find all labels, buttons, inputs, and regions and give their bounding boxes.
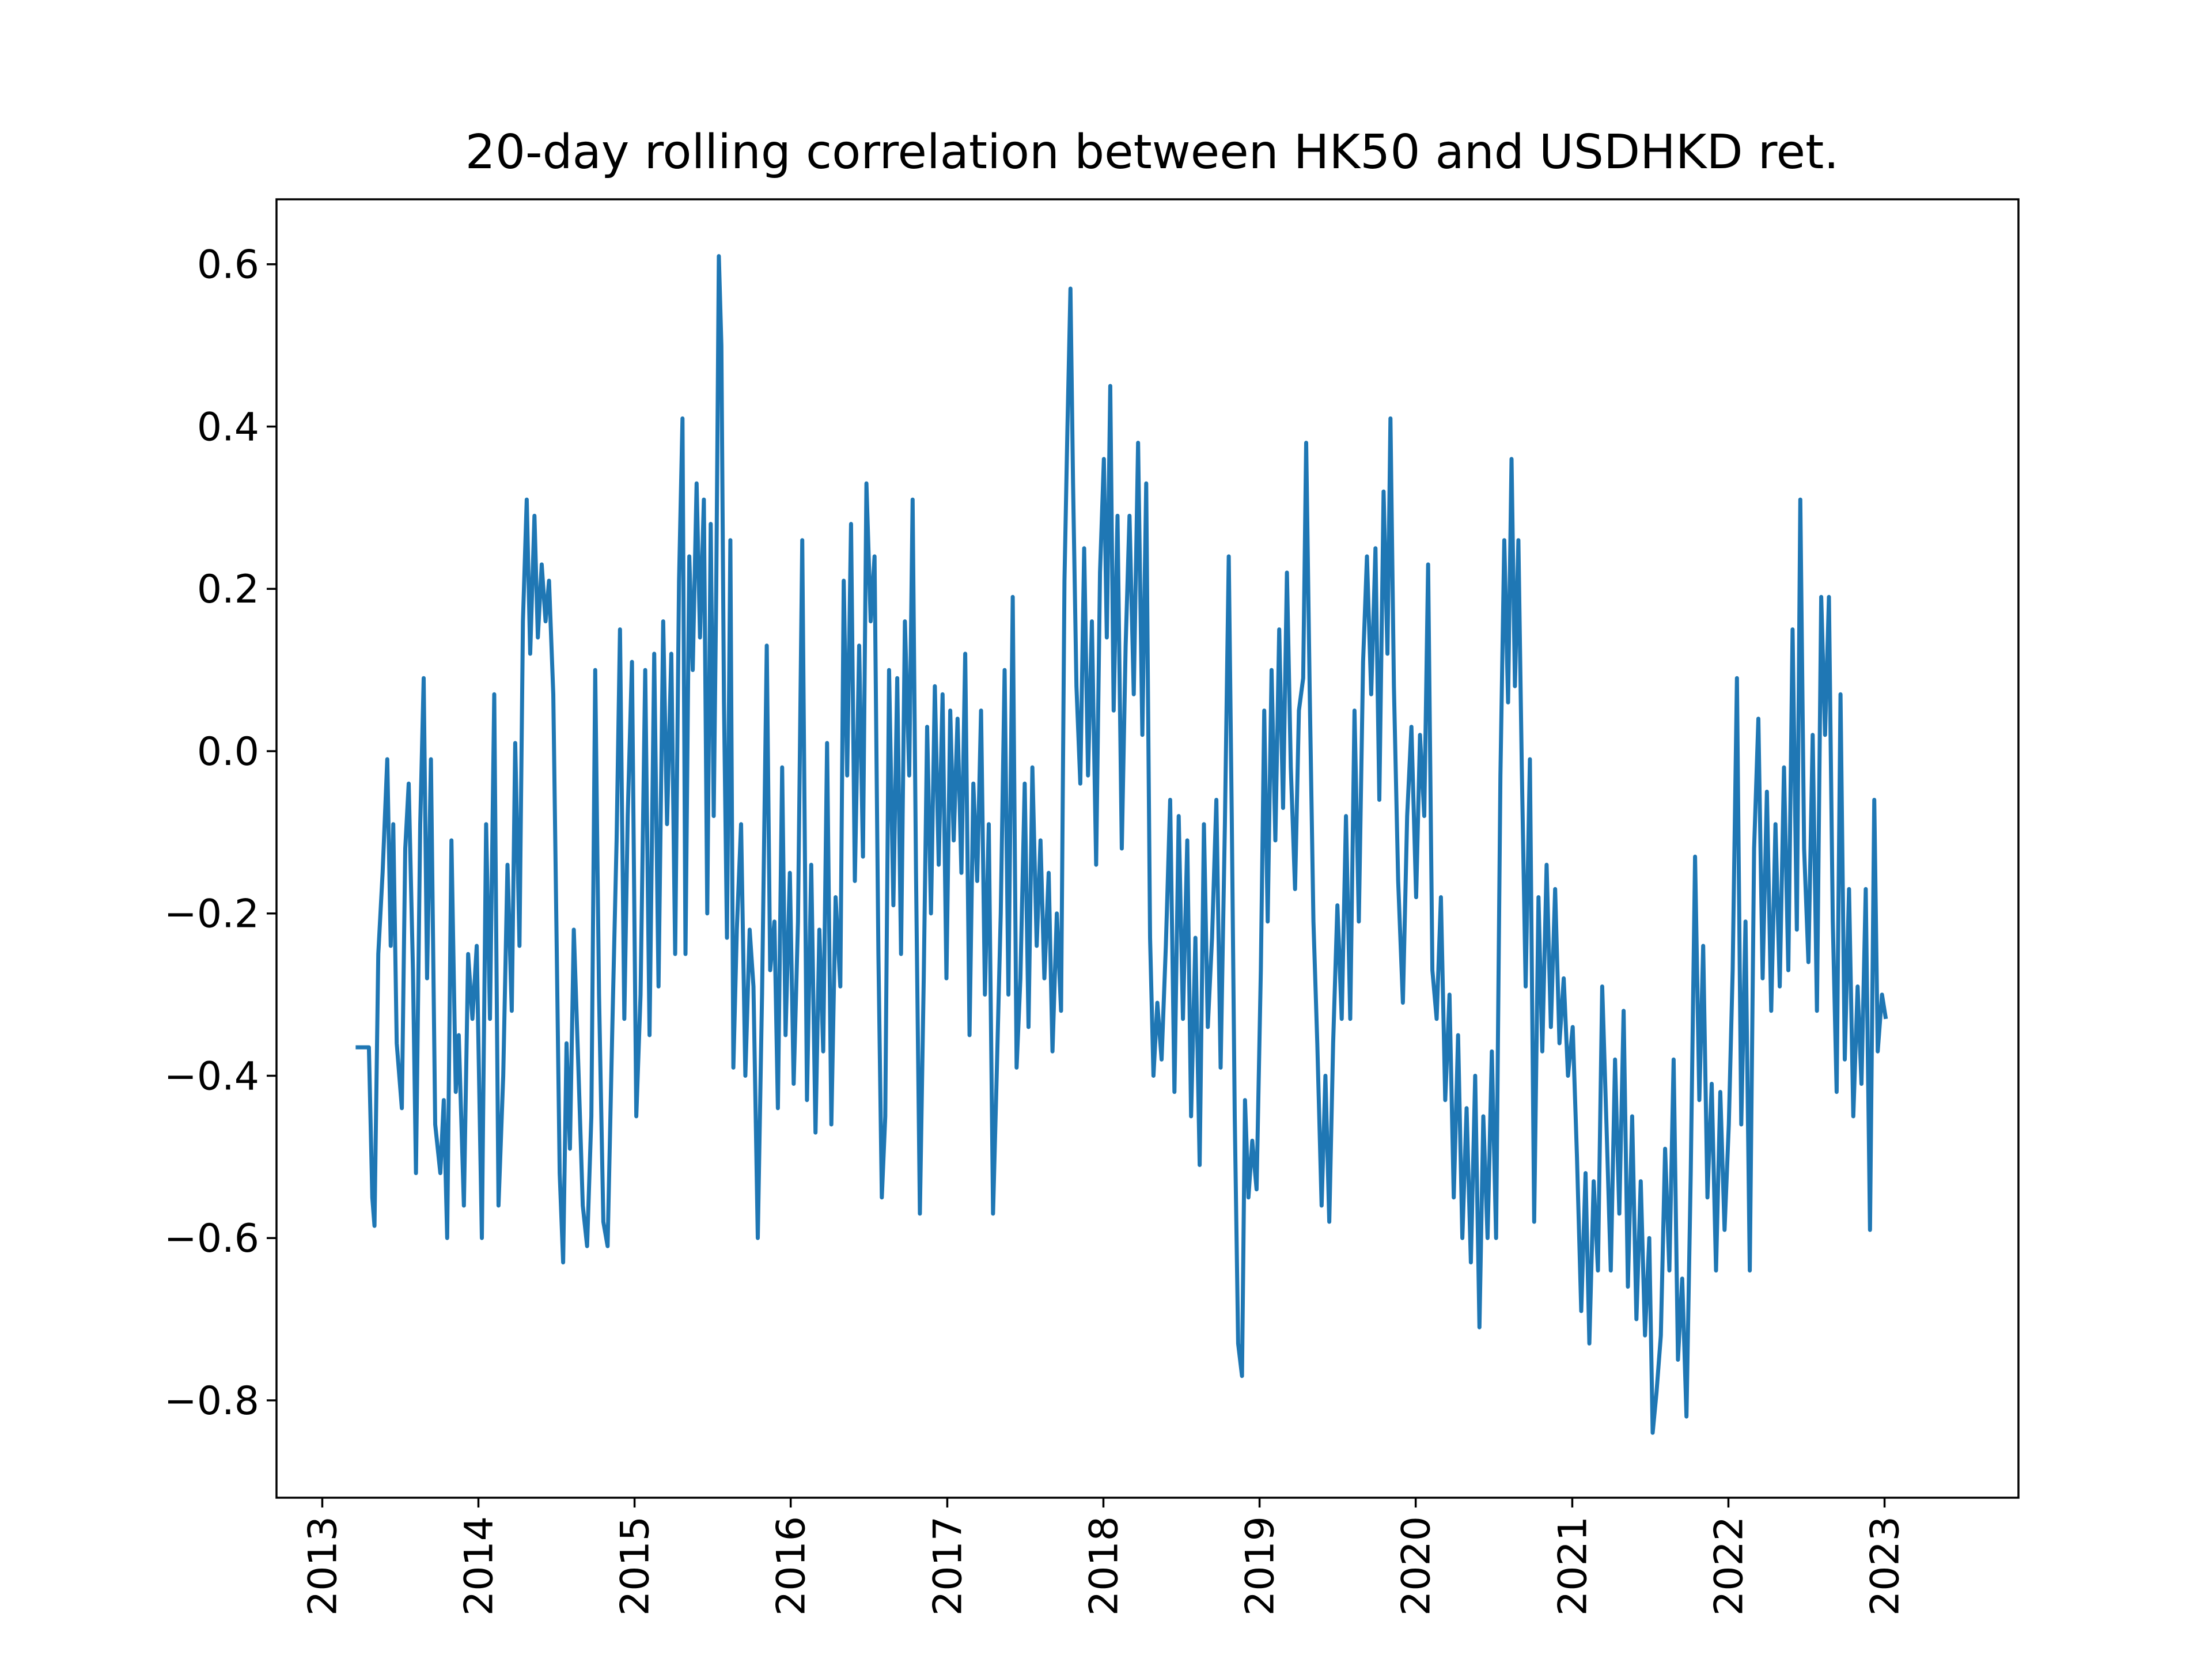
x-tick-label: 2023 (1863, 1516, 1908, 1616)
x-tick-label: 2022 (1706, 1516, 1752, 1616)
y-axis: 0.6 0.4 0.2 0.0 −0.2 −0.4 −0.6 −0.8 (164, 243, 276, 1424)
y-tick-label: 0.0 (197, 729, 259, 775)
x-axis: 2013 2014 2015 2016 2017 2018 2019 2020 2021 2022… (300, 1498, 1908, 1616)
y-tick-label: −0.4 (164, 1054, 259, 1099)
x-tick-label: 2019 (1238, 1516, 1283, 1616)
x-tick-label: 2017 (925, 1516, 971, 1616)
series-layer (355, 254, 1888, 1435)
y-tick-label: 0.6 (197, 243, 259, 288)
chart-title: 20-day rolling correlation between HK50 … (465, 125, 1839, 180)
plot-area (275, 198, 2020, 1499)
series-line-1 (355, 254, 1888, 1435)
x-tick-label: 2016 (769, 1516, 815, 1616)
x-tick-label: 2020 (1394, 1516, 1440, 1616)
y-tick-label: 0.4 (197, 404, 259, 450)
y-tick-label: −0.2 (164, 892, 259, 937)
x-tick-label: 2014 (457, 1516, 502, 1616)
y-tick-label: −0.6 (164, 1216, 259, 1262)
y-tick-label: −0.8 (164, 1378, 259, 1424)
y-tick-label: 0.2 (197, 567, 259, 612)
x-tick-label: 2021 (1550, 1516, 1596, 1616)
x-tick-label: 2013 (300, 1516, 346, 1616)
x-tick-label: 2018 (1082, 1516, 1127, 1616)
x-tick-label: 2015 (613, 1516, 658, 1616)
